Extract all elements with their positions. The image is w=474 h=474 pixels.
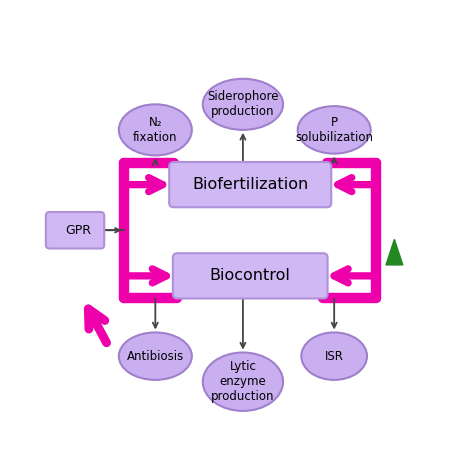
Polygon shape [386,239,403,265]
Ellipse shape [298,106,371,154]
Text: GPR: GPR [66,224,91,237]
Text: Biocontrol: Biocontrol [210,268,291,283]
Ellipse shape [301,332,367,380]
Text: P
solubilization: P solubilization [295,116,373,144]
Ellipse shape [119,332,192,380]
Text: Siderophore
production: Siderophore production [207,91,279,118]
FancyBboxPatch shape [169,162,331,207]
FancyBboxPatch shape [173,253,328,299]
Ellipse shape [203,79,283,130]
Text: Biofertilization: Biofertilization [192,177,309,192]
Ellipse shape [119,104,192,155]
Text: Antibiosis: Antibiosis [127,350,184,363]
Ellipse shape [203,353,283,411]
Text: N₂
fixation: N₂ fixation [133,116,178,144]
Text: ISR: ISR [325,350,344,363]
FancyBboxPatch shape [46,212,104,248]
Text: Lytic
enzyme
production: Lytic enzyme production [211,360,274,403]
